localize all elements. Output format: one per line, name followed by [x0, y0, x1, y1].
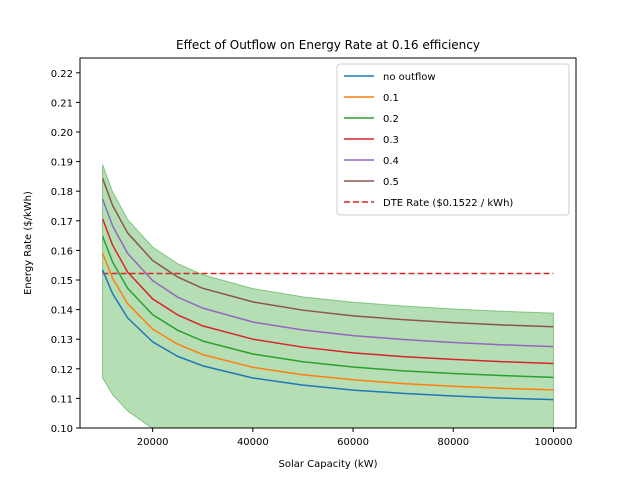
x-tick-label: 20000 — [137, 437, 169, 448]
series-line-1 — [101, 252, 554, 391]
legend-box — [336, 63, 570, 216]
x-tick-label: 60000 — [337, 437, 369, 448]
y-tick-label: 0.22 — [51, 69, 73, 80]
y-tick-label: 0.12 — [51, 365, 73, 376]
x-axis: 20000 40000 60000 80000 100000 — [137, 428, 573, 448]
x-tick-label: 100000 — [534, 437, 572, 448]
y-tick-label: 0.16 — [51, 246, 73, 257]
plot-frame — [79, 57, 577, 429]
y-tick-label: 0.19 — [51, 158, 73, 169]
y-tick-label: 0.21 — [51, 98, 73, 109]
y-tick-label: 0.18 — [51, 187, 73, 198]
legend-label-4: 0.4 — [383, 156, 399, 167]
y-tick-label: 0.11 — [51, 394, 73, 405]
legend-label-5: 0.5 — [383, 177, 399, 188]
series-line-4 — [101, 198, 554, 348]
plot-area — [101, 164, 554, 428]
legend: no outflow 0.1 0.2 0.3 0.4 0.5 DTE Rate ($0.15… — [336, 63, 570, 216]
y-tick-label: 0.17 — [51, 217, 73, 228]
y-tick-label: 0.10 — [51, 424, 73, 435]
chart-title: Effect of Outflow on Energy Rate at 0.16… — [176, 38, 480, 52]
y-axis-label: Energy Rate ($/kWh) — [23, 191, 34, 295]
legend-label-2: 0.2 — [383, 114, 399, 125]
y-tick-label: 0.13 — [51, 335, 73, 346]
y-tick-label: 0.20 — [51, 128, 73, 139]
series-line-5 — [101, 177, 554, 328]
legend-label-1: 0.1 — [383, 93, 399, 104]
x-tick-label: 80000 — [437, 437, 469, 448]
y-tick-label: 0.14 — [51, 306, 73, 317]
y-tick-label: 0.15 — [51, 276, 73, 287]
y-axis: 0.10 0.11 0.12 0.13 0.14 0.15 0.16 0.17 0.18 0.19… — [51, 69, 80, 435]
legend-label-0: no outflow — [383, 72, 436, 83]
legend-label-3: 0.3 — [383, 135, 399, 146]
series-line-2 — [101, 235, 554, 379]
x-axis-label: Solar Capacity (kW) — [278, 459, 377, 470]
series-line-3 — [101, 218, 554, 365]
confidence-band — [102, 164, 554, 428]
x-tick-label: 40000 — [237, 437, 269, 448]
series-line-0 — [101, 269, 554, 401]
legend-label-6: DTE Rate ($0.1522 / kWh) — [383, 198, 513, 209]
